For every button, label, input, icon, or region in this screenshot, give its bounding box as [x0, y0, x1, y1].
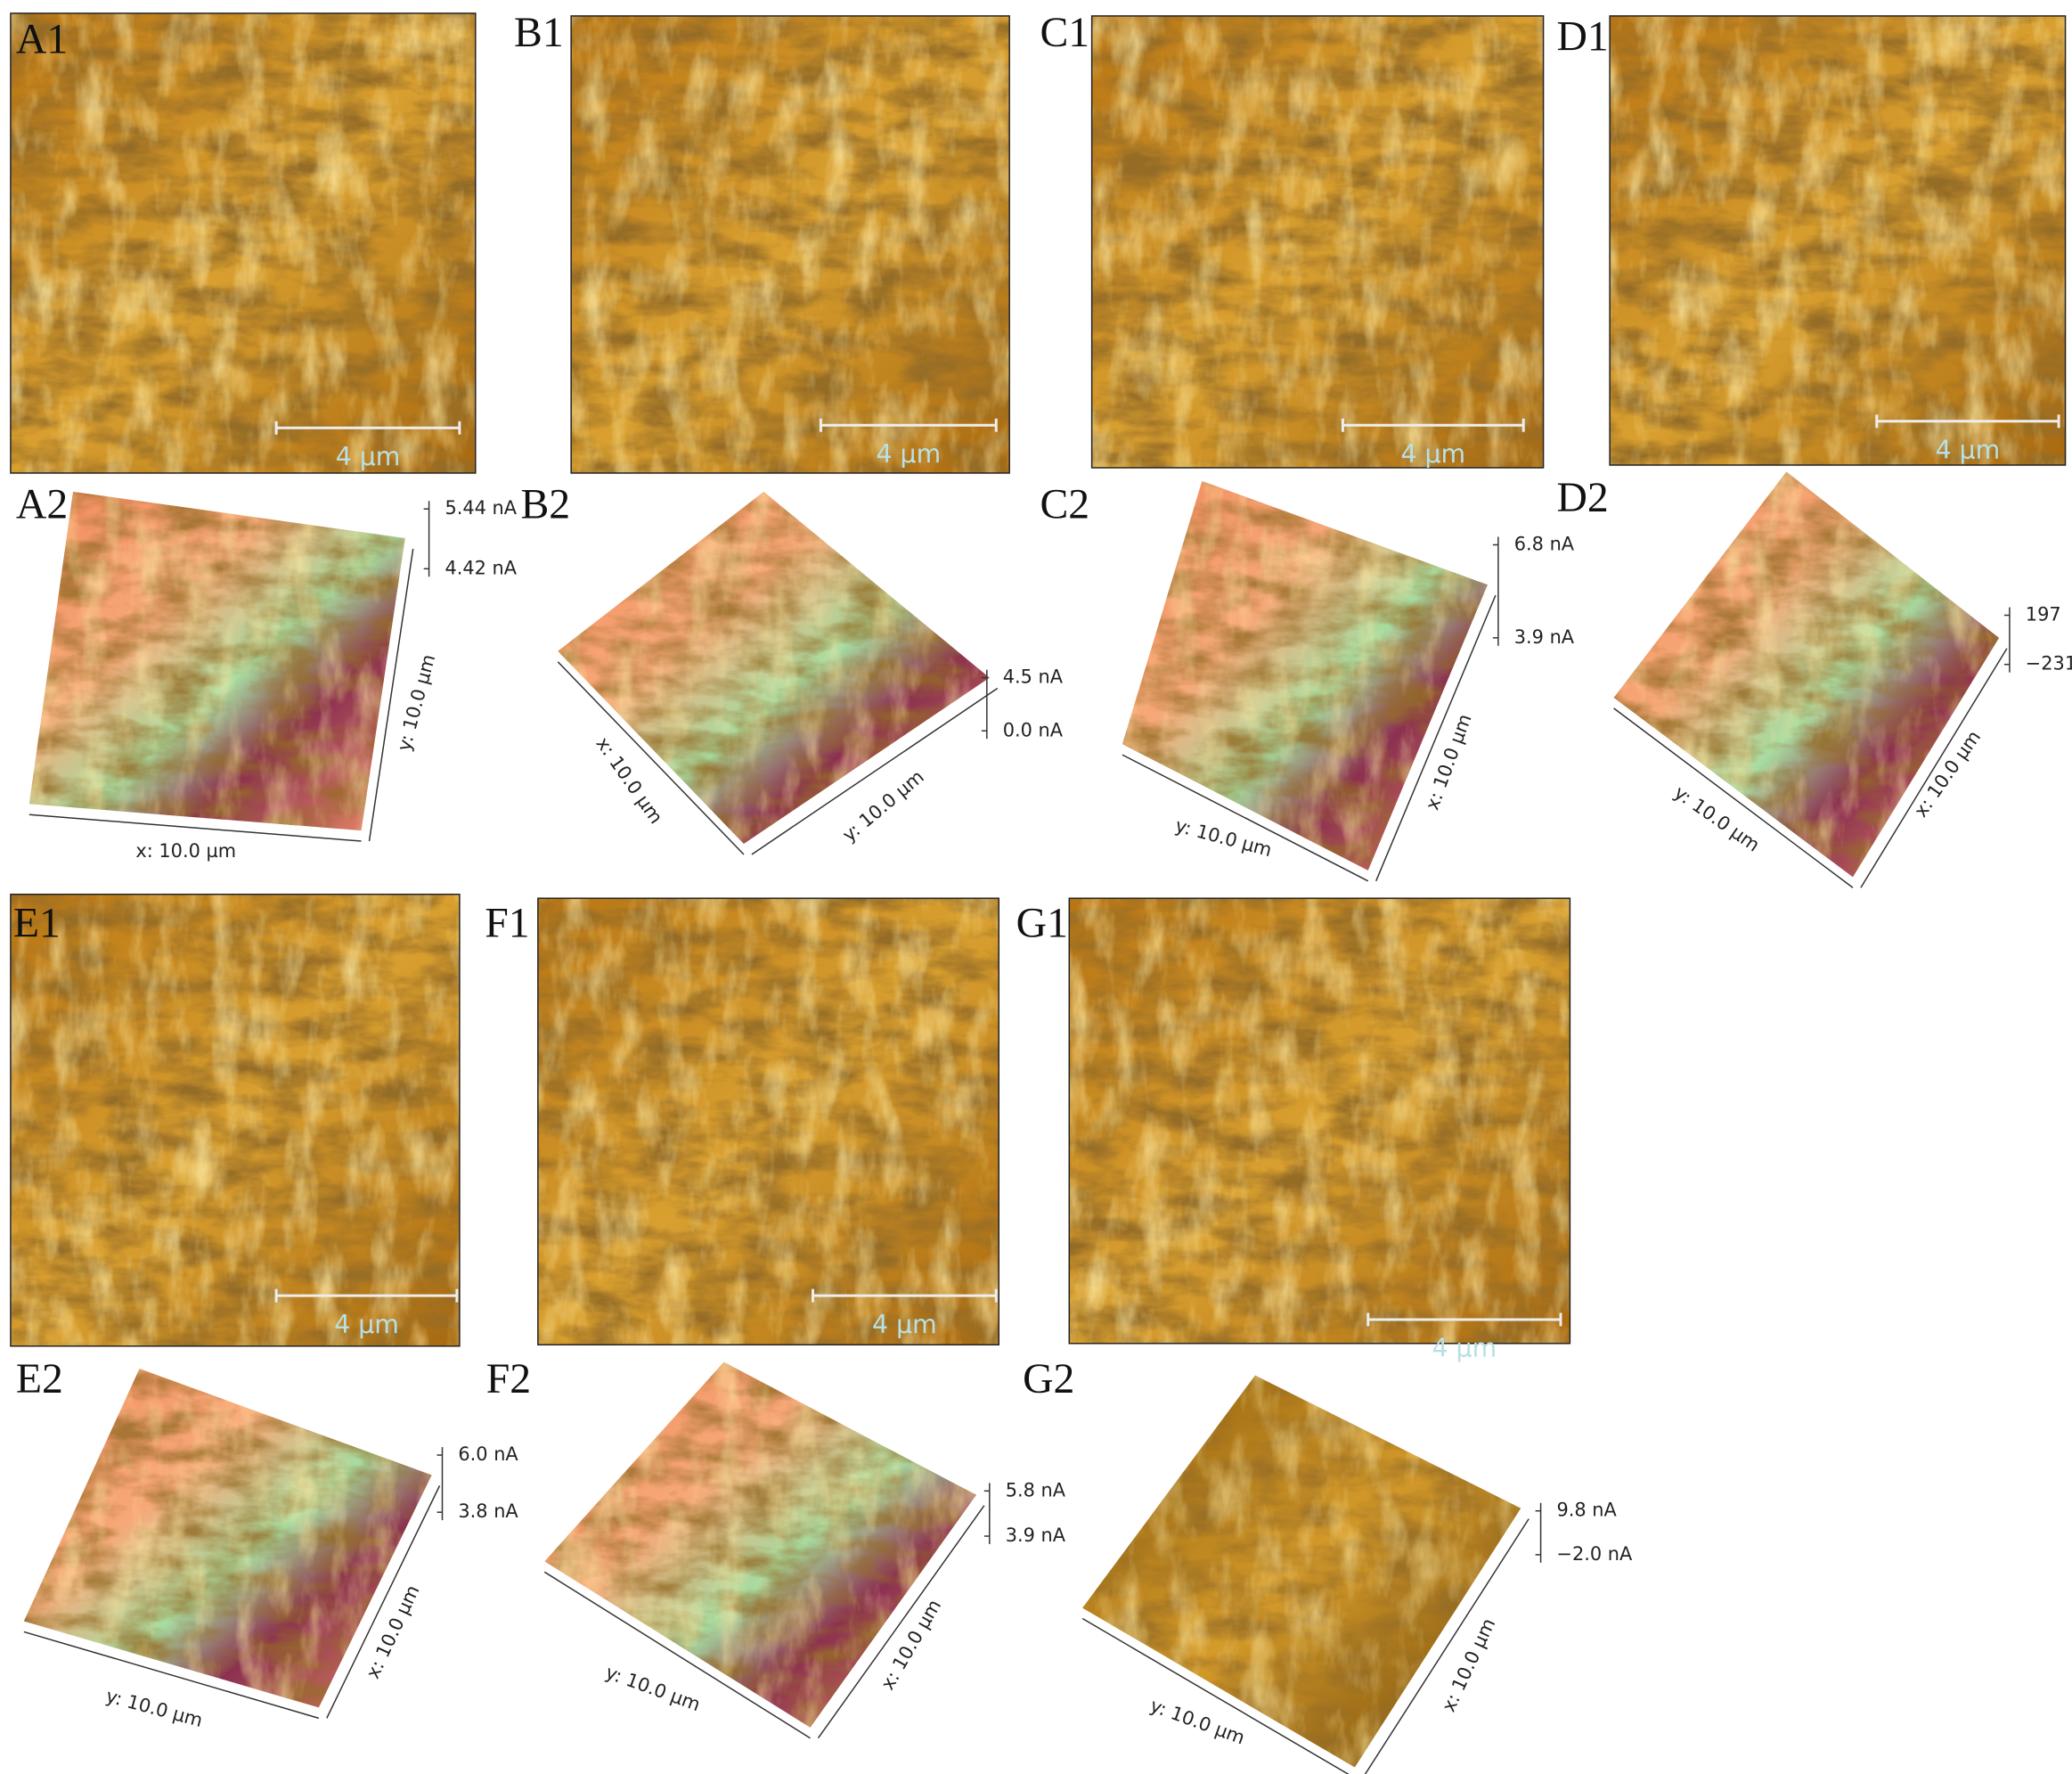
- afm-highlight: [10, 894, 460, 1346]
- axis-label: y: 10.0 µm: [1147, 1695, 1248, 1749]
- axis-label: y: 10.0 µm: [103, 1685, 205, 1731]
- image-border: [10, 893, 461, 1347]
- axis-label: y: 10.0 µm: [838, 765, 928, 846]
- z-tick-label: 3.8 nA: [458, 1500, 518, 1522]
- panel-label: B2: [520, 481, 570, 528]
- afm-highlight: [1610, 15, 2066, 465]
- panel-label: B1: [514, 9, 564, 56]
- scale-bar-label: 4 µm: [1936, 436, 2001, 465]
- z-tick-label: 6.0 nA: [458, 1443, 518, 1465]
- image-border: [10, 12, 477, 474]
- z-tick-label: 3.9 nA: [1514, 626, 1575, 648]
- surface-highlight: [558, 491, 990, 845]
- image-border: [1090, 15, 1545, 469]
- afm-highlight: [1069, 898, 1570, 1344]
- surface-highlight: [1122, 480, 1488, 871]
- surface-highlight: [23, 1369, 432, 1708]
- z-tick-label: 0.0 nA: [1003, 719, 1064, 740]
- afm-highlight: [10, 12, 476, 473]
- panel-label: E1: [13, 899, 61, 946]
- afm-highlight: [571, 15, 1010, 473]
- panel-label: G1: [1016, 899, 1068, 946]
- surface-highlight: [1082, 1375, 1521, 1768]
- surface-highlight: [1613, 471, 1999, 878]
- panel-label: C1: [1040, 9, 1089, 56]
- scale-bar-label: 4 µm: [872, 1310, 937, 1339]
- axis-label: x: 10.0 µm: [1422, 711, 1476, 813]
- z-tick-label: 6.8 nA: [1514, 533, 1575, 554]
- axis-line: [557, 661, 745, 855]
- surface-highlight: [29, 491, 405, 831]
- z-tick-label: −2.0 nA: [1556, 1543, 1632, 1565]
- image-border: [537, 897, 999, 1346]
- axis-label: x: 10.0 µm: [1438, 1615, 1499, 1715]
- scale-bar-label: 4 µm: [877, 439, 942, 469]
- axis-line: [326, 1485, 441, 1719]
- image-border: [1609, 15, 2067, 466]
- axis-line: [23, 1631, 320, 1720]
- axis-line: [1375, 594, 1497, 882]
- z-tick-label: −231: [2026, 653, 2072, 674]
- panel-label: A2: [16, 481, 68, 528]
- panel-label: C2: [1040, 481, 1089, 528]
- axis-label: y: 10.0 µm: [1173, 814, 1275, 861]
- panel-label: E2: [16, 1355, 63, 1402]
- image-border: [1068, 897, 1571, 1345]
- axis-label: y: 10.0 µm: [393, 652, 439, 754]
- axis-label: y: 10.0 µm: [603, 1662, 704, 1716]
- axis-line: [1860, 648, 2008, 888]
- axis-line: [1613, 707, 1854, 888]
- axis-line: [29, 813, 362, 842]
- scale-bar-label: 4 µm: [336, 442, 401, 471]
- z-tick-label: 197: [2026, 604, 2061, 625]
- image-border: [570, 15, 1010, 474]
- z-tick-label: 4.5 nA: [1003, 666, 1064, 688]
- axis-line: [751, 687, 999, 855]
- afm-highlight: [1091, 15, 1544, 468]
- axis-line: [1364, 1518, 1530, 1774]
- axis-line: [543, 1571, 811, 1739]
- panel-label: D2: [1556, 474, 1608, 521]
- panel-label: D1: [1556, 13, 1608, 61]
- axis-label: x: 10.0 µm: [135, 840, 236, 862]
- axis-line: [1122, 754, 1369, 882]
- axis-line: [368, 548, 414, 842]
- scale-bar-label: 4 µm: [1400, 439, 1465, 469]
- z-tick-label: 4.42 nA: [445, 557, 517, 578]
- axis-line: [817, 1505, 985, 1739]
- panel-label: F2: [486, 1355, 531, 1402]
- z-tick-label: 5.44 nA: [445, 497, 517, 519]
- panel-label: G2: [1023, 1355, 1074, 1402]
- scale-bar-label: 4 µm: [1432, 1334, 1497, 1363]
- z-tick-label: 5.8 nA: [1006, 1479, 1066, 1500]
- panel-label: A1: [16, 16, 68, 63]
- axis-line: [1081, 1617, 1350, 1774]
- afm-highlight: [537, 898, 999, 1345]
- surface-highlight: [544, 1361, 976, 1728]
- panel-label: F1: [485, 899, 529, 946]
- z-tick-label: 9.8 nA: [1556, 1500, 1617, 1521]
- z-tick-label: 3.9 nA: [1006, 1525, 1066, 1546]
- scale-bar-label: 4 µm: [334, 1310, 399, 1339]
